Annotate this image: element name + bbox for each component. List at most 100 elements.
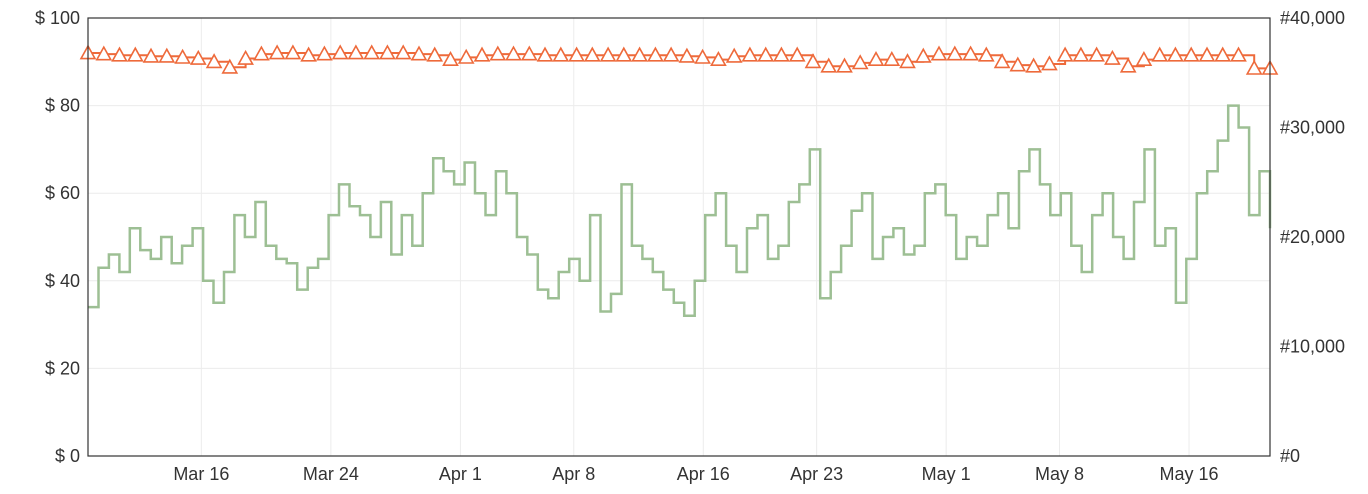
rank-triangle-marker	[1009, 56, 1027, 72]
rank-triangle-marker	[914, 47, 932, 63]
rank-triangle-marker	[899, 53, 916, 69]
rank-series	[79, 44, 1279, 75]
rank-triangle-marker	[142, 47, 160, 63]
rank-triangle-marker	[820, 57, 838, 73]
rank-triangle-marker	[189, 49, 207, 65]
rank-triangle-marker	[394, 44, 412, 60]
rank-triangle-marker	[126, 46, 144, 62]
rank-triangle-marker	[1230, 46, 1247, 62]
x-tick-label: Apr 16	[677, 464, 730, 484]
rank-triangle-marker	[1151, 46, 1169, 62]
plot-frame	[87, 17, 1271, 457]
rank-triangle-marker	[426, 46, 444, 62]
x-tick-label: May 1	[922, 464, 971, 484]
x-tick-label: May 16	[1160, 464, 1219, 484]
rank-triangle-marker	[725, 47, 743, 63]
y-left-tick-label: $ 0	[55, 446, 80, 466]
x-axis: Mar 16 Mar 24 Apr 1 Apr 8 Apr 16 Apr 23 May 1 M…	[173, 464, 1218, 484]
rank-triangle-marker	[174, 48, 191, 64]
rank-triangle-marker	[962, 45, 979, 61]
rank-triangle-marker	[836, 57, 853, 73]
rank-triangle-marker	[552, 46, 570, 62]
right-axis: #0 #10,000 #20,000 #30,000 #40,000	[1280, 8, 1345, 466]
rank-triangle-marker	[1167, 46, 1184, 62]
y-left-tick-label: $ 80	[45, 96, 80, 116]
x-tick-label: Apr 1	[439, 464, 482, 484]
rank-triangle-marker	[1104, 49, 1121, 65]
y-right-tick-label: #30,000	[1280, 118, 1345, 138]
x-tick-label: Apr 8	[552, 464, 595, 484]
rank-triangle-marker	[363, 44, 381, 60]
rank-triangle-marker	[205, 53, 223, 69]
rank-triangle-marker	[489, 45, 507, 61]
rank-triangle-marker	[741, 46, 759, 62]
x-tick-label: May 8	[1035, 464, 1084, 484]
rank-triangle-marker	[1088, 46, 1105, 62]
y-left-tick-label: $ 20	[45, 358, 80, 378]
rank-triangle-marker	[977, 46, 995, 62]
rank-triangle-marker	[520, 45, 538, 61]
y-right-tick-label: #20,000	[1280, 227, 1345, 247]
y-right-tick-label: #0	[1280, 446, 1300, 466]
rank-triangle-marker	[1214, 46, 1232, 62]
rank-triangle-marker	[883, 50, 901, 66]
rank-triangle-marker	[993, 53, 1011, 69]
rank-triangle-marker	[347, 44, 365, 60]
y-left-tick-label: $ 40	[45, 271, 80, 291]
rank-triangle-marker	[851, 54, 869, 70]
y-left-tick-label: $ 100	[35, 8, 80, 28]
rank-triangle-marker	[111, 46, 128, 62]
rank-triangle-marker	[631, 46, 648, 62]
rank-triangle-marker	[95, 45, 113, 61]
rank-triangle-marker	[221, 58, 239, 74]
rank-triangle-marker	[1182, 46, 1200, 62]
rank-triangle-marker	[505, 45, 522, 61]
rank-triangle-marker	[867, 50, 885, 66]
rank-triangle-marker	[410, 45, 428, 61]
rank-triangle-marker	[1119, 57, 1137, 73]
rank-triangle-marker	[331, 44, 349, 60]
rank-triangle-marker	[442, 50, 459, 66]
x-tick-label: Mar 24	[303, 464, 359, 484]
rank-triangle-marker	[757, 46, 775, 62]
rank-triangle-marker	[599, 46, 617, 62]
rank-triangle-marker	[662, 46, 680, 62]
rank-triangle-marker	[568, 46, 585, 62]
y-right-tick-label: #40,000	[1280, 8, 1345, 28]
rank-triangle-marker	[1041, 55, 1058, 71]
rank-triangle-marker	[316, 45, 333, 61]
y-right-tick-label: #10,000	[1280, 337, 1345, 357]
rank-triangle-marker	[379, 44, 396, 60]
rank-triangle-marker	[804, 53, 822, 69]
price-line	[88, 104, 1272, 318]
rank-triangle-marker	[694, 48, 711, 64]
rank-triangle-marker	[583, 46, 601, 62]
rank-triangle-marker	[930, 45, 948, 61]
price-series	[88, 104, 1272, 318]
x-tick-label: Apr 23	[790, 464, 843, 484]
rank-triangle-marker	[457, 48, 475, 64]
rank-triangle-marker	[473, 46, 491, 62]
left-axis: $ 0 $ 20 $ 40 $ 60 $ 80 $ 100	[35, 8, 80, 466]
rank-triangle-marker	[1056, 46, 1074, 62]
rank-triangle-marker	[536, 46, 554, 62]
rank-triangle-marker	[158, 47, 176, 63]
rank-triangle-marker	[710, 50, 727, 66]
rank-triangle-marker	[678, 47, 696, 63]
rank-triangle-marker	[300, 46, 317, 62]
rank-triangle-marker	[773, 46, 790, 62]
rank-triangle-marker	[284, 44, 302, 60]
rank-triangle-marker	[237, 49, 254, 65]
rank-triangle-marker	[1135, 50, 1153, 66]
rank-triangle-marker	[788, 46, 806, 62]
rank-triangle-marker	[253, 45, 270, 61]
rank-triangle-marker	[1072, 46, 1090, 62]
rank-triangle-marker	[1025, 57, 1042, 73]
rank-triangle-marker	[1198, 46, 1216, 62]
rank-triangle-marker	[268, 44, 286, 60]
rank-triangle-marker	[946, 45, 964, 61]
x-tick-label: Mar 16	[173, 464, 229, 484]
rank-triangle-marker	[615, 46, 633, 62]
rank-triangle-marker	[647, 46, 664, 62]
